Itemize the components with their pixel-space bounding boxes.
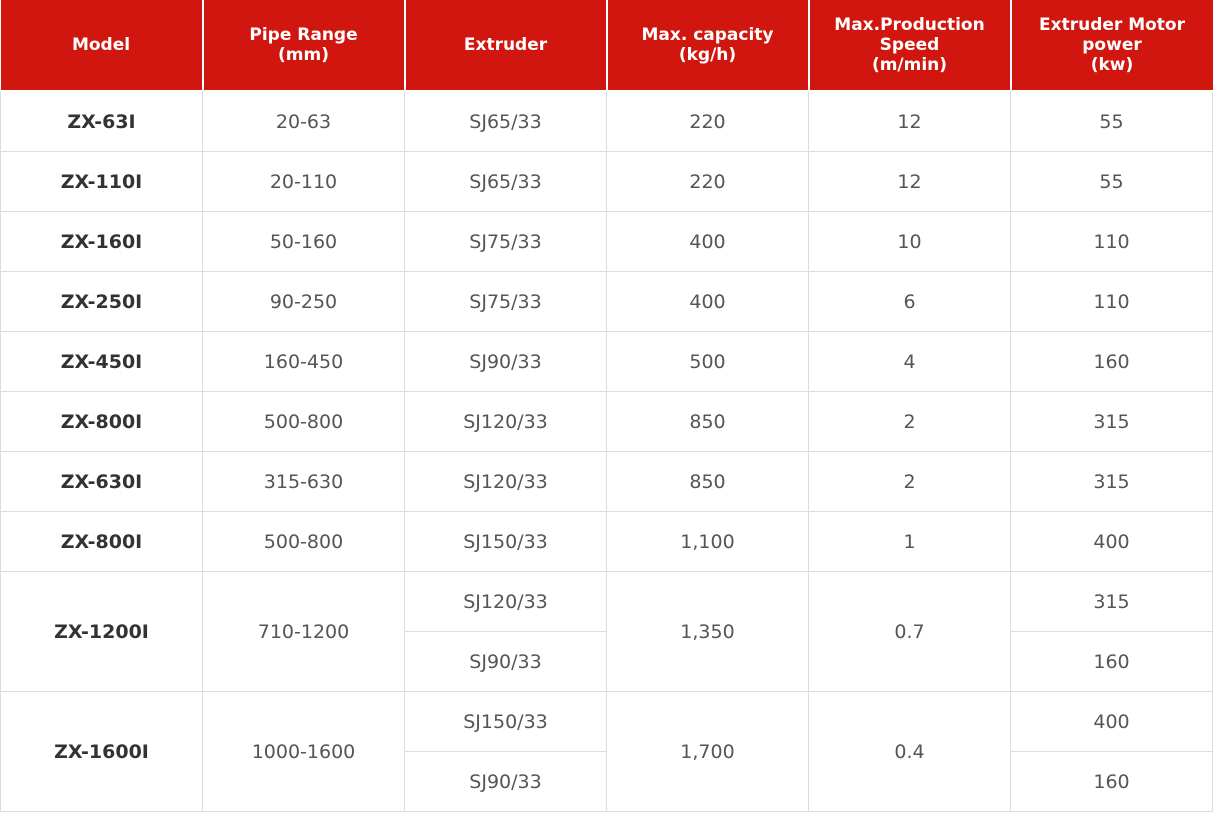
power-cell: 160 [1010,631,1213,692]
speed-cell: 6 [808,271,1011,332]
header-line: Extruder Motor [1039,15,1185,35]
header-row: Model Pipe Range (mm) Extruder Max. capacity… [0,0,1213,92]
extruder-cell: SJ90/33 [404,331,607,392]
power-cell: 160 [1010,331,1213,392]
capacity-cell: 500 [606,331,809,392]
model-cell: ZX-250I [0,271,203,332]
table-body: ZX-63I 20-63 SJ65/33 220 12 55 ZX-110I 20-110 SJ… [0,90,1213,812]
pipe-range-cell: 500-800 [202,511,405,572]
table-header: Model Pipe Range (mm) Extruder Max. capacity… [0,0,1213,92]
capacity-cell: 850 [606,391,809,452]
header-line: Model [71,35,131,55]
extruder-cell: SJ150/33 [404,691,607,752]
header-line: (kg/h) [678,45,737,65]
speed-cell: 0.7 [808,571,1011,692]
extruder-cell: SJ120/33 [404,571,607,632]
extruder-cell: SJ65/33 [404,90,607,152]
table-row: ZX-110I 20-110 SJ65/33 220 12 55 [0,151,1213,212]
header-line: Pipe Range [249,25,358,45]
header-line: (m/min) [871,55,948,75]
extruder-cell: SJ150/33 [404,511,607,572]
table-row: SJ90/33 160 [1,631,1213,692]
pipe-range-cell: 315-630 [202,451,405,512]
table-row: SJ90/33 160 [1,751,1213,812]
speed-cell: 10 [808,211,1011,272]
capacity-cell: 400 [606,211,809,272]
power-cell: 315 [1010,571,1213,632]
model-cell: ZX-630I [0,451,203,512]
header-line: Max.Production [834,15,985,35]
column-header: Extruder Motor power (kw) [1009,0,1213,92]
power-cell: 110 [1010,271,1213,332]
model-cell: ZX-160I [0,211,203,272]
table-row: ZX-630I 315-630 SJ120/33 850 2 315 [0,451,1213,512]
speed-cell: 0.4 [808,691,1011,812]
speed-cell: 1 [808,511,1011,572]
table-row: ZX-1200I 710-1200 SJ120/33 1,350 0.7 315 [0,571,1213,692]
power-cell: 160 [1010,751,1213,812]
speed-cell: 2 [808,391,1011,452]
pipe-range-cell: 160-450 [202,331,405,392]
model-cell: ZX-63I [0,90,203,152]
power-cell: 400 [1010,691,1213,752]
power-cell: 400 [1010,511,1213,572]
speed-cell: 12 [808,90,1011,152]
power-cell: 55 [1010,151,1213,212]
model-cell: ZX-110I [0,151,203,212]
power-cell: 315 [1010,391,1213,452]
model-cell: ZX-800I [0,391,203,452]
column-header: Max.Production Speed (m/min) [807,0,1012,92]
pipe-range-cell: 1000-1600 [202,691,405,812]
header-line: (mm) [278,45,329,65]
model-cell: ZX-800I [0,511,203,572]
extruder-cell: SJ65/33 [404,151,607,212]
table-row: ZX-800I 500-800 SJ150/33 1,100 1 400 [0,511,1213,572]
table-row: ZX-800I 500-800 SJ120/33 850 2 315 [0,391,1213,452]
pipe-range-cell: 500-800 [202,391,405,452]
capacity-cell: 400 [606,271,809,332]
pipe-range-cell: 20-110 [202,151,405,212]
column-header: Pipe Range (mm) [201,0,406,92]
power-cell: 55 [1010,90,1213,152]
capacity-cell: 850 [606,451,809,512]
extruder-cell: SJ120/33 [404,391,607,452]
header-line: Extruder [463,35,548,55]
table-row: ZX-250I 90-250 SJ75/33 400 6 110 [0,271,1213,332]
capacity-cell: 220 [606,90,809,152]
column-header: Max. capacity (kg/h) [605,0,810,92]
capacity-cell: 220 [606,151,809,212]
header-line: power [1082,35,1142,55]
pipe-range-cell: 20-63 [202,90,405,152]
table-row: ZX-1600I 1000-1600 SJ150/33 1,700 0.4 400 [0,691,1213,812]
model-cell: ZX-450I [0,331,203,392]
speed-cell: 12 [808,151,1011,212]
capacity-cell: 1,350 [606,571,809,692]
extruder-cell: SJ120/33 [404,451,607,512]
capacity-cell: 1,100 [606,511,809,572]
header-line: Max. capacity [641,25,774,45]
header-line: (kw) [1090,55,1134,75]
speed-cell: 4 [808,331,1011,392]
model-cell: ZX-1600I [0,691,203,812]
extruder-cell: SJ90/33 [404,631,607,692]
power-cell: 110 [1010,211,1213,272]
pipe-range-cell: 90-250 [202,271,405,332]
header-line: Speed [879,35,940,55]
extruder-cell: SJ75/33 [404,271,607,332]
extruder-cell: SJ90/33 [404,751,607,812]
power-cell: 315 [1010,451,1213,512]
pipe-range-cell: 710-1200 [202,571,405,692]
model-cell: ZX-1200I [0,571,203,692]
table-row: ZX-160I 50-160 SJ75/33 400 10 110 [0,211,1213,272]
column-header: Extruder [403,0,608,92]
column-header: Model [0,0,204,92]
table-row: ZX-63I 20-63 SJ65/33 220 12 55 [0,90,1213,152]
table-row: ZX-450I 160-450 SJ90/33 500 4 160 [0,331,1213,392]
speed-cell: 2 [808,451,1011,512]
extruder-cell: SJ75/33 [404,211,607,272]
capacity-cell: 1,700 [606,691,809,812]
pipe-range-cell: 50-160 [202,211,405,272]
